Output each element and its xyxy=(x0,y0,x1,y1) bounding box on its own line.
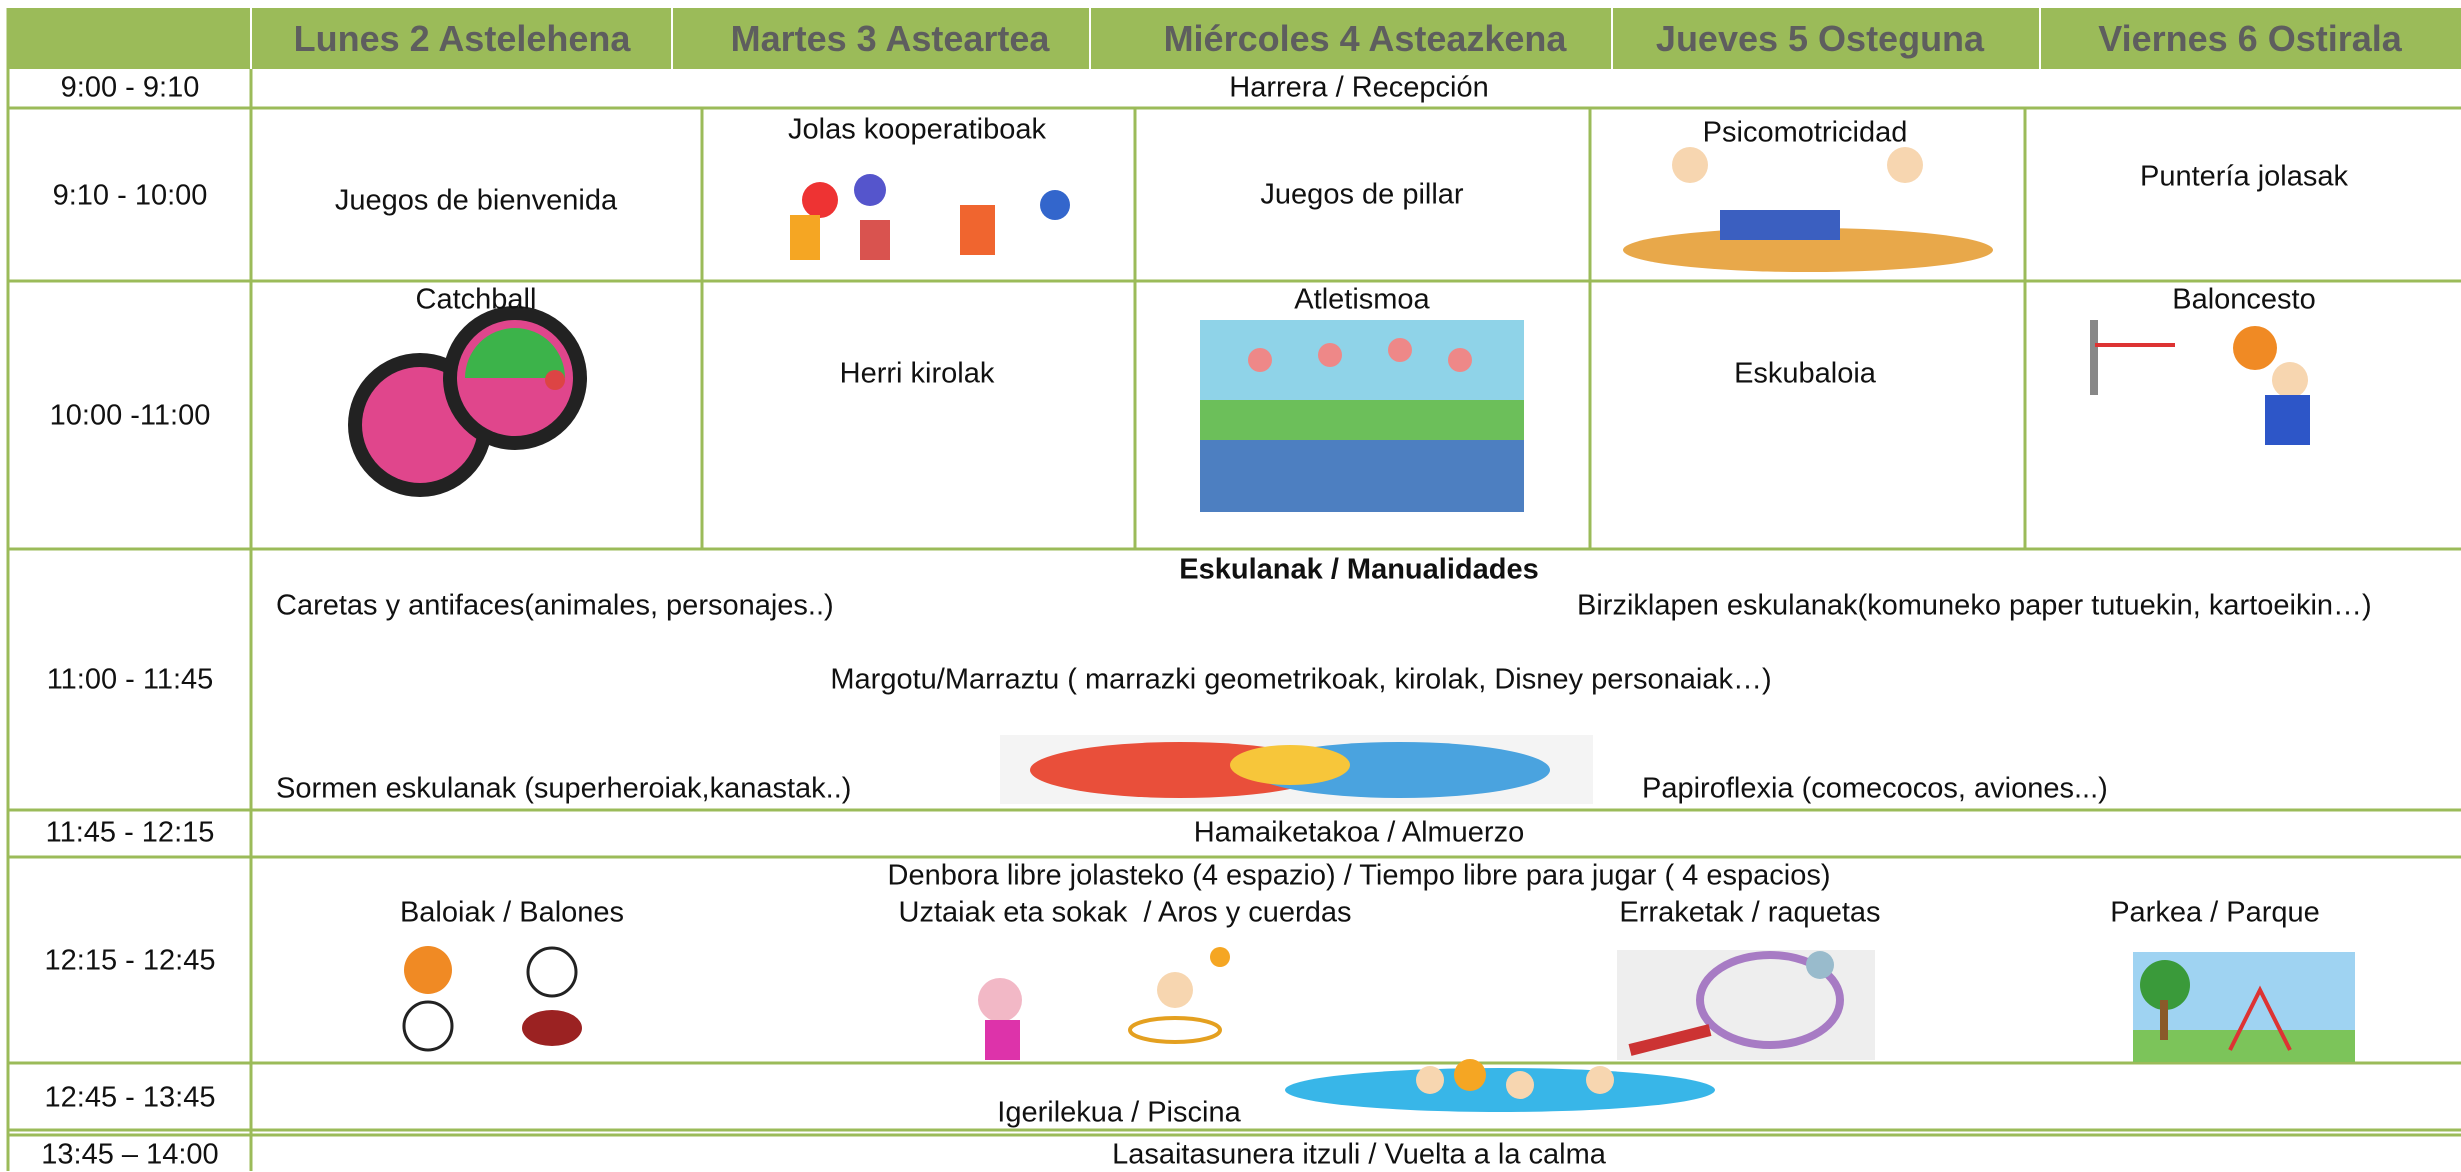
activity: Erraketak / raquetas xyxy=(1619,896,1881,929)
activity: Birziklapen eskulanak(komuneko paper tut… xyxy=(1577,589,2372,622)
activity: Baloiak / Balones xyxy=(399,896,625,929)
activity: Psicomotricidad xyxy=(1702,116,1908,149)
time: 10:00 -11:00 xyxy=(49,399,211,432)
illustration-park xyxy=(2133,952,2355,1062)
illustration-hoops xyxy=(978,947,1230,1060)
activity: Jolas kooperatiboak xyxy=(788,113,1046,146)
day-header: Martes 3 Asteartea xyxy=(730,18,1050,59)
illustration-psicomotricidad xyxy=(1623,147,1993,272)
illustration-catchball xyxy=(348,306,587,497)
activity: Caretas y antifaces(animales, personajes… xyxy=(276,589,834,622)
activity: Harrera / Recepción xyxy=(1229,71,1489,104)
day-header: Lunes 2 Astelehena xyxy=(293,18,631,59)
activity: Papiroflexia (comecocos, aviones...) xyxy=(1642,772,2108,805)
time: 9:00 - 9:10 xyxy=(60,71,200,104)
time: 12:45 - 13:45 xyxy=(44,1081,216,1114)
illustration-basketball xyxy=(2090,320,2310,445)
illustration-pool xyxy=(1285,1059,1715,1112)
section-title: Eskulanak / Manualidades xyxy=(1179,553,1539,586)
activity: Margotu/Marraztu ( marrazki geometrikoak… xyxy=(830,663,1772,696)
table-lines xyxy=(6,8,2461,1171)
activity: Puntería jolasak xyxy=(2140,160,2348,193)
time: 13:45 – 14:00 xyxy=(41,1138,219,1171)
day-header: Miércoles 4 Asteazkena xyxy=(1163,18,1567,59)
activity: Catchball xyxy=(415,283,537,316)
activity: Uztaiak eta sokak / Aros y cuerdas xyxy=(898,896,1352,929)
activity: Atletismoa xyxy=(1294,283,1430,316)
header-band xyxy=(8,8,2461,69)
illustration-hands xyxy=(1000,735,1593,804)
activity: Lasaitasunera itzuli / Vuelta a la calma xyxy=(1112,1138,1606,1171)
activity: Herri kirolak xyxy=(839,357,995,390)
activity: Baloncesto xyxy=(2172,283,2316,316)
activity: Igerilekua / Piscina xyxy=(997,1096,1241,1129)
illustration-athletics xyxy=(1200,320,1524,512)
activity: Eskubaloia xyxy=(1734,357,1876,390)
activity: Hamaiketakoa / Almuerzo xyxy=(1193,816,1525,849)
activity: Juegos de pillar xyxy=(1260,178,1464,211)
activity: Juegos de bienvenida xyxy=(334,184,618,217)
time: 12:15 - 12:45 xyxy=(44,944,216,977)
illustration-balls xyxy=(402,946,582,1052)
day-header: Jueves 5 Osteguna xyxy=(1655,18,1985,59)
time: 9:10 - 10:00 xyxy=(52,179,208,212)
illustration-kids xyxy=(790,174,1070,260)
activity: Sormen eskulanak (superheroiak,kanastak.… xyxy=(276,772,852,805)
illustration-racket xyxy=(1617,950,1875,1060)
section-title: Denbora libre jolasteko (4 espazio) / Ti… xyxy=(887,859,1831,892)
activity: Parkea / Parque xyxy=(2110,896,2320,929)
time: 11:00 - 11:45 xyxy=(46,663,214,696)
time: 11:45 - 12:15 xyxy=(45,816,215,849)
day-header: Viernes 6 Ostirala xyxy=(2098,18,2402,59)
